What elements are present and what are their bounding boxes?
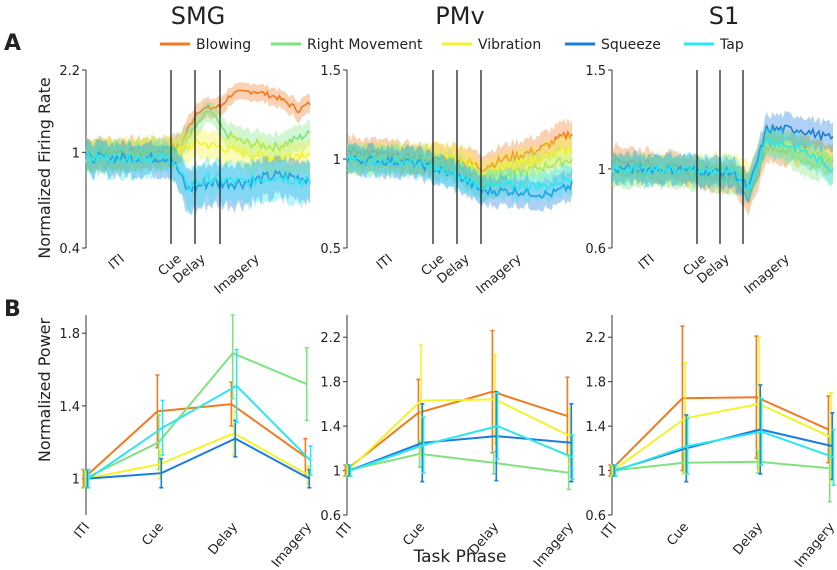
y-tick-label: 2.2 [320, 331, 341, 346]
line-tap [611, 136, 834, 191]
band-blowing [347, 118, 572, 186]
y-tick-label: 1.4 [585, 420, 606, 435]
ylabel-firing-rate: Normalized Firing Rate [35, 77, 54, 258]
category-label-iti: ITI [72, 520, 94, 542]
line-tap [346, 153, 573, 192]
line-squeeze [346, 154, 573, 199]
line-squeeze [611, 123, 834, 190]
line-squeeze [614, 428, 833, 472]
line-blowing [609, 396, 829, 472]
panel-label-a: A [4, 31, 21, 56]
y-tick-label: 0.6 [585, 509, 606, 524]
xlabel-task-phase: Task Phase [413, 547, 507, 567]
category-label-cue: Cue [139, 520, 167, 549]
band-tap [86, 138, 310, 214]
band-vibration [612, 123, 833, 194]
line-blowing [82, 403, 306, 480]
title-s1: S1 [709, 2, 740, 30]
line-squeeze [87, 437, 310, 480]
line-vibration [85, 432, 309, 480]
legend-label-squeeze: Squeeze [601, 37, 661, 53]
category-label-cue: Cue [664, 520, 692, 549]
phase-label-iti: ITI [106, 252, 128, 274]
y-tick-label: 1 [333, 465, 341, 480]
phase-label-imagery: Imagery [742, 251, 793, 297]
y-tick-label: 1 [598, 163, 606, 178]
line-tap [615, 430, 834, 472]
ylabel-power: Normalized Power [35, 317, 54, 462]
line-vibration [347, 398, 571, 472]
y-tick-label: 0.4 [59, 242, 80, 257]
band-squeeze [86, 138, 310, 216]
panel-b-smg: 1 1.4 1.8 ITI Cue Delay Imagery [59, 314, 315, 570]
category-label-delay: Delay [206, 520, 242, 558]
legend-label-tap: Tap [719, 37, 744, 53]
y-tick-label: 1.4 [320, 420, 341, 435]
phase-label-imagery: Imagery [212, 251, 263, 297]
y-tick-label: 0.5 [320, 242, 341, 257]
y-tick-label: 1.4 [59, 400, 80, 415]
line-squeeze [348, 435, 572, 472]
y-tick-label: 0.6 [585, 242, 606, 257]
y-tick-label: 1.8 [59, 327, 80, 342]
legend-label-blowing: Blowing [196, 37, 251, 53]
line-vibration [612, 402, 832, 472]
phase-label-iti: ITI [374, 252, 396, 274]
category-label-imagery: Imagery [269, 520, 315, 570]
title-pmv: PMv [435, 2, 484, 30]
y-tick-label: 1 [598, 465, 606, 480]
phase-label-imagery: Imagery [474, 251, 525, 297]
y-tick-label: 1.8 [585, 376, 606, 391]
title-smg: SMG [171, 2, 226, 30]
line-right-movement [611, 460, 830, 472]
band-vibration [86, 126, 310, 179]
line-tap [350, 425, 573, 472]
legend: Blowing Right Movement Vibration Squeeze… [160, 37, 744, 53]
category-label-delay: Delay [731, 520, 767, 558]
band-right-movement [347, 141, 572, 203]
phase-label-iti: ITI [636, 252, 658, 274]
line-blowing [344, 390, 568, 472]
y-tick-label: 1.5 [320, 64, 341, 79]
y-tick-label: 0.6 [320, 509, 341, 524]
line-right-movement [84, 351, 308, 480]
y-tick-label: 1.8 [320, 376, 341, 391]
category-label-imagery: Imagery [792, 520, 837, 570]
category-label-cue: Cue [400, 520, 428, 549]
category-label-imagery: Imagery [531, 520, 577, 570]
panel-label-b: B [4, 297, 21, 322]
line-tap [88, 384, 312, 480]
line-tap [85, 150, 311, 191]
line-vibration [346, 147, 573, 179]
legend-label-right-movement: Right Movement [307, 37, 423, 53]
band-squeeze [612, 111, 833, 203]
y-tick-label: 1.5 [585, 64, 606, 79]
y-tick-label: 1 [333, 153, 341, 168]
line-right-movement [346, 452, 569, 474]
y-tick-label: 1 [72, 146, 80, 161]
band-tap [347, 140, 572, 205]
y-tick-label: 1 [72, 473, 80, 488]
legend-label-vibration: Vibration [478, 37, 541, 53]
y-tick-label: 2.2 [585, 331, 606, 346]
y-tick-label: 2.2 [59, 64, 80, 79]
line-blowing [346, 129, 573, 173]
